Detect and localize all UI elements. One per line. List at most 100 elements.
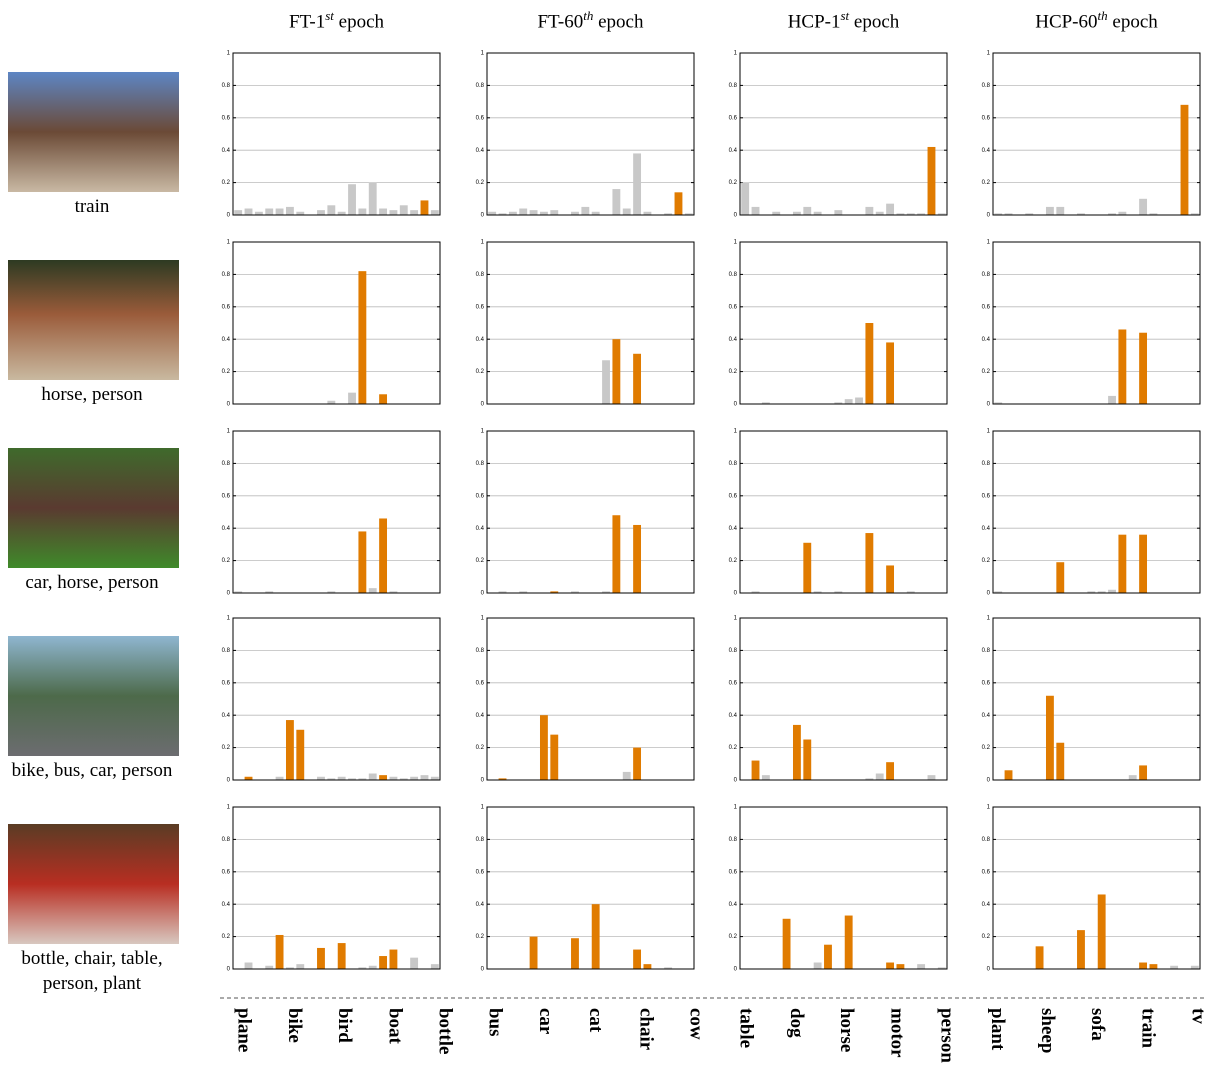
bar xyxy=(358,531,367,593)
title-text: epoch xyxy=(849,11,900,33)
y-tick-label: 0 xyxy=(481,591,485,597)
bar xyxy=(368,965,377,969)
y-tick-label: 1 xyxy=(481,805,485,811)
category-label: cat xyxy=(585,1008,606,1033)
bar xyxy=(792,211,801,215)
bar xyxy=(379,394,388,404)
y-tick-label: 0.4 xyxy=(729,713,738,719)
bar xyxy=(664,213,673,215)
bar xyxy=(994,591,1003,593)
category-label: tv xyxy=(1188,1008,1205,1024)
y-tick-label: 1 xyxy=(987,429,991,435)
y-tick-label: 0.6 xyxy=(222,493,231,499)
bar xyxy=(865,206,874,215)
bar xyxy=(1139,332,1148,404)
bar xyxy=(761,775,770,780)
category-label: dog xyxy=(786,1008,807,1038)
row-label: car, horse, person xyxy=(25,572,159,593)
y-tick-label: 0 xyxy=(987,402,991,408)
y-tick-label: 0.2 xyxy=(982,180,991,186)
y-tick-label: 0.8 xyxy=(982,461,991,467)
title-text: FT-60 xyxy=(537,11,584,33)
bar xyxy=(741,182,750,215)
plot-frame xyxy=(232,806,441,970)
y-tick-label: 0.2 xyxy=(476,369,485,375)
bar xyxy=(994,402,1003,404)
bar xyxy=(1108,395,1116,404)
row-label: bottle, chair, table, person, plant xyxy=(21,948,163,994)
plot-frame xyxy=(232,52,441,216)
bar xyxy=(896,213,905,215)
bar xyxy=(550,734,559,780)
bar xyxy=(633,949,642,969)
category-label: cow xyxy=(686,1008,707,1040)
column-title: FT-60th epoch xyxy=(481,8,701,33)
bar xyxy=(937,213,946,215)
y-tick-label: 0.2 xyxy=(729,558,738,564)
y-tick-label: 0.8 xyxy=(982,83,991,89)
bar xyxy=(906,591,915,593)
bar xyxy=(285,206,294,215)
bar xyxy=(498,213,507,215)
bar xyxy=(399,205,408,215)
y-tick-label: 0.2 xyxy=(476,745,485,751)
bar xyxy=(285,720,294,780)
bar xyxy=(244,776,253,780)
y-tick-label: 0 xyxy=(481,967,485,973)
category-label: car xyxy=(535,1008,556,1035)
y-tick-label: 0.6 xyxy=(729,493,738,499)
y-tick-label: 1 xyxy=(227,616,231,622)
bar xyxy=(855,397,863,404)
y-tick-label: 0.2 xyxy=(729,180,738,186)
bar xyxy=(1118,211,1127,215)
y-tick-label: 1 xyxy=(227,240,231,246)
y-tick-label: 1 xyxy=(227,805,231,811)
bar xyxy=(622,208,631,215)
y-tick-label: 0 xyxy=(734,591,738,597)
bar xyxy=(234,210,243,215)
category-label: sheep xyxy=(1037,1008,1058,1053)
bar xyxy=(803,739,812,780)
plot-frame xyxy=(992,52,1201,216)
bar xyxy=(1139,765,1148,780)
y-tick-label: 0.8 xyxy=(729,648,738,654)
bar xyxy=(327,400,336,404)
bar xyxy=(358,778,367,780)
y-tick-label: 0.4 xyxy=(982,148,991,154)
category-label: boat xyxy=(384,1008,405,1045)
bar xyxy=(508,211,517,215)
bar xyxy=(410,776,419,780)
plot-frame xyxy=(992,806,1201,970)
plot-frame xyxy=(486,806,695,970)
y-tick-label: 0.2 xyxy=(982,558,991,564)
bar xyxy=(539,715,548,780)
bar xyxy=(337,943,346,969)
y-tick-label: 0.8 xyxy=(222,837,231,843)
y-tick-label: 0 xyxy=(481,778,485,784)
y-tick-label: 0 xyxy=(481,402,485,408)
y-tick-label: 0 xyxy=(227,213,231,219)
y-tick-label: 1 xyxy=(481,616,485,622)
bar xyxy=(379,775,388,780)
bar xyxy=(591,211,600,215)
y-tick-label: 1 xyxy=(734,51,738,57)
bar xyxy=(917,213,926,215)
bar xyxy=(317,947,325,969)
bar xyxy=(633,153,642,215)
plot-frame xyxy=(992,430,1201,594)
bar xyxy=(633,353,642,404)
bar xyxy=(420,775,429,780)
plot-frame xyxy=(486,52,695,216)
plot-frame xyxy=(232,430,441,594)
y-tick-label: 0.6 xyxy=(982,869,991,875)
category-label: train xyxy=(1137,1008,1158,1049)
y-tick-label: 0 xyxy=(227,591,231,597)
title-text: epoch xyxy=(593,11,644,33)
y-tick-label: 0 xyxy=(481,213,485,219)
bar xyxy=(265,965,274,969)
bar xyxy=(1118,329,1127,404)
bar xyxy=(761,402,770,404)
plot-frame xyxy=(232,617,441,781)
y-tick-label: 0.6 xyxy=(982,680,991,686)
row-label: bike, bus, car, person xyxy=(11,760,173,781)
